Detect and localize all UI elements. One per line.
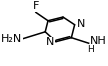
Text: F: F: [33, 1, 39, 11]
Text: H: H: [88, 45, 94, 54]
Text: H₂N: H₂N: [1, 34, 22, 44]
Text: NH: NH: [90, 36, 106, 46]
Text: N: N: [77, 19, 85, 29]
Text: N: N: [46, 37, 55, 47]
